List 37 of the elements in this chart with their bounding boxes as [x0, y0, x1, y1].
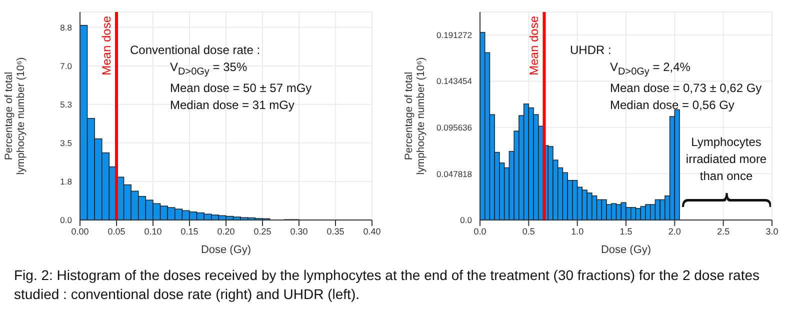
annotation: Lymphocytes irradiated more than once — [684, 134, 768, 185]
x-tick-label: 0.20 — [217, 226, 235, 236]
ref-line-label: Mean dose — [100, 16, 114, 76]
y-tick-label: 7.0 — [60, 60, 72, 71]
y-tick-label: 0.047818 — [436, 168, 472, 179]
x-tick-label: 0.00 — [71, 226, 89, 236]
y-tick-label: 0.0 — [460, 215, 472, 226]
y-tick-label: 8.8 — [60, 22, 72, 32]
x-tick-label: 1.0 — [571, 226, 584, 236]
annotation: UHDR : V$_{D>0Gy}$ = 2,4% Mean dose = 0,73 ± 0,62 Gy Median dose = 0,56 Gy — [570, 42, 762, 114]
annotation: Conventional dose rate : V$_{D>0Gy}$ = 35% Mean dose = 50 ± 57 mGy Median dose = 31 mGy — [130, 42, 312, 114]
y-axis-title: Percentage of total lymphocyte number (10⁶) — [3, 57, 27, 175]
x-tick-label: 0.05 — [108, 226, 126, 236]
x-tick-label: 0.30 — [290, 226, 308, 236]
x-axis-title: Dose (Gy) — [600, 244, 652, 256]
x-tick-label: 0.40 — [363, 226, 381, 236]
x-tick-label: 0.15 — [180, 226, 198, 236]
x-tick-label: 0.35 — [326, 226, 344, 236]
y-tick-label: 0.095636 — [436, 122, 472, 132]
x-tick-label: 3.0 — [766, 226, 778, 236]
x-tick-label: 2.0 — [668, 226, 681, 236]
y-tick-label: 0.143454 — [436, 76, 472, 86]
x-tick-label: 0.0 — [474, 226, 486, 236]
ref-line-label: Mean dose — [527, 16, 542, 76]
x-axis-title: Dose (Gy) — [200, 244, 252, 256]
y-tick-label: 3.5 — [60, 138, 72, 148]
x-tick-label: 0.5 — [522, 226, 535, 236]
x-tick-label: 0.10 — [144, 226, 162, 236]
y-tick-label: 5.3 — [60, 99, 72, 110]
x-tick-label: 1.5 — [620, 226, 632, 236]
y-axis-title: Percentage of total lymphocyte number (10⁶) — [403, 57, 427, 175]
y-tick-label: 0.0 — [60, 215, 72, 226]
y-tick-label: 1.8 — [60, 176, 72, 186]
x-tick-label: 2.5 — [717, 226, 730, 236]
x-tick-label: 0.25 — [254, 226, 272, 236]
caption: Fig. 2: Histogram of the doses received by the lymphocytes at the end of the treatment (30 fractions) for the 2 dose rates studied : conventional dose rate (right) and UHDR (left). — [14, 266, 760, 304]
y-tick-label: 0.191272 — [436, 30, 472, 40]
